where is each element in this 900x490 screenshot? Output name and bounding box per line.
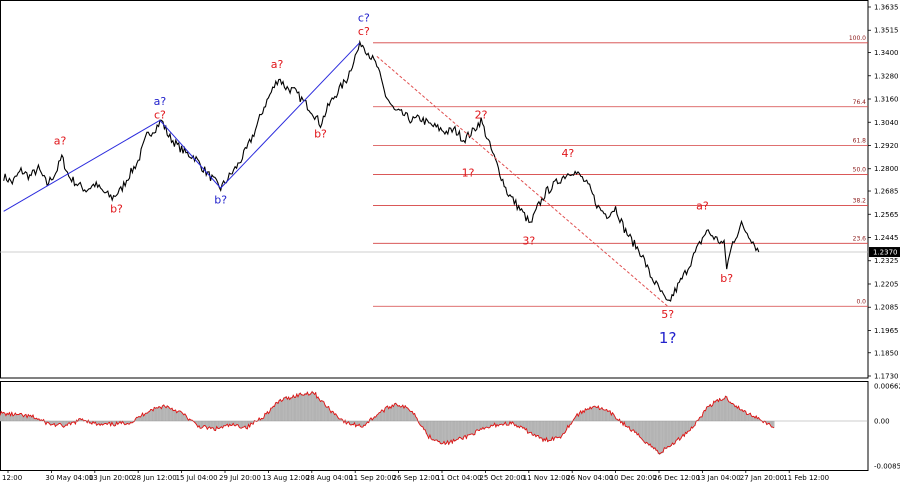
price-tick-6: 1.2920 [874, 142, 899, 150]
fib-label-5: 23.6 [853, 235, 867, 242]
time-tick-10: 11 Oct 04:00 [436, 474, 482, 482]
time-tick-12: 11 Nov 12:00 [523, 474, 570, 482]
wave-label-3: c? [154, 108, 166, 121]
wave-labels: a?b?a?c?b?a?b?c?c?2?1?3?4?5?1?a?b? [54, 12, 733, 348]
time-tick-9: 26 Sep 12:00 [393, 474, 440, 482]
time-tick-15: 26 Dec 12:00 [653, 474, 700, 482]
wave-label-14: 1? [659, 329, 677, 347]
price-tick-8: 1.2685 [874, 188, 899, 196]
time-tick-5: 29 Jul 20:00 [219, 474, 261, 482]
price-tick-5: 1.3040 [874, 119, 899, 127]
wave-label-11: 3? [522, 234, 535, 247]
price-axis: 1.3635 1.3515 1.3400 1.3280 1.3160 1.3040 1.29… [868, 4, 900, 381]
time-tick-7: 28 Aug 04:00 [306, 474, 353, 482]
wave-line-1 [159, 119, 222, 189]
chart-frame [0, 0, 869, 471]
price-tick-14: 1.1965 [874, 327, 899, 335]
price-tick-4: 1.3160 [874, 96, 899, 104]
osc-tick-1: 0.00 [874, 418, 890, 426]
price-tick-16: 1.1730 [874, 373, 899, 381]
wave-label-1: b? [110, 202, 123, 215]
osc-signal-line [0, 391, 775, 455]
wave-label-15: a? [696, 199, 709, 212]
price-tick-0: 1.3635 [874, 4, 899, 12]
wave-lines [3, 42, 669, 307]
wave-label-6: b? [314, 128, 327, 141]
price-tick-1: 1.3515 [874, 27, 899, 35]
time-tick-18: 11 Feb 12:00 [783, 474, 829, 482]
current-price-label: 1.2370 [873, 249, 898, 257]
price-tick-11: 1.2325 [874, 257, 899, 265]
wave-label-4: b? [214, 194, 227, 207]
time-tick-4: 15 Jul 04:00 [176, 474, 218, 482]
price-tick-12: 1.2205 [874, 280, 899, 288]
time-tick-8: 11 Sep 20:00 [349, 474, 396, 482]
fib-label-2: 61.8 [853, 137, 867, 144]
fib-label-3: 50.0 [853, 167, 867, 174]
wave-label-8: c? [358, 25, 370, 38]
wave-label-12: 4? [561, 147, 574, 160]
time-tick-2: 13 Jun 20:00 [89, 474, 133, 482]
osc-tick-0: 0.00662 [874, 383, 900, 391]
price-tick-9: 1.2565 [874, 211, 899, 219]
price-tick-13: 1.2085 [874, 304, 899, 312]
time-tick-11: 25 Oct 20:00 [479, 474, 525, 482]
osc-plot-border [0, 381, 869, 471]
time-tick-0: 12:00 [2, 474, 22, 482]
fib-label-6: 0.0 [856, 298, 866, 305]
wave-line-0 [3, 119, 161, 212]
time-tick-3: 28 Jun 12:00 [132, 474, 176, 482]
wave-label-5: a? [271, 58, 284, 71]
fibonacci-levels: 100.0 76.4 61.8 50.0 38.2 23.6 0.0 [373, 35, 868, 307]
time-tick-14: 10 Dec 20:00 [610, 474, 657, 482]
time-tick-1: 30 May 04:00 [45, 474, 93, 482]
price-tick-7: 1.2800 [874, 165, 899, 173]
price-series [3, 39, 760, 302]
price-tick-15: 1.1850 [874, 349, 899, 357]
wave-label-9: 2? [475, 108, 488, 121]
current-price-tag [869, 247, 900, 258]
time-tick-16: 13 Jan 04:00 [696, 474, 740, 482]
wave-label-13: 5? [661, 308, 674, 321]
wave-label-0: a? [54, 135, 67, 148]
fib-label-1: 76.4 [853, 99, 867, 106]
price-tick-3: 1.3280 [874, 72, 899, 80]
wave-line-2 [220, 42, 360, 189]
time-tick-13: 26 Nov 04:00 [566, 474, 613, 482]
wave-label-2: a? [154, 95, 167, 108]
time-tick-6: 13 Aug 12:00 [262, 474, 309, 482]
fib-label-0: 100.0 [849, 35, 866, 42]
wave-label-16: b? [720, 272, 733, 285]
main-plot-border [0, 0, 869, 379]
wave-label-7: c? [358, 12, 370, 25]
fib-label-4: 38.2 [853, 198, 867, 205]
price-tick-10: 1.2445 [874, 234, 899, 242]
wave-line-3 [376, 56, 669, 307]
price-tick-2: 1.3400 [874, 49, 899, 57]
wave-label-10: 1? [462, 166, 475, 179]
price-series-layer [3, 39, 760, 302]
time-tick-17: 27 Jan 20:00 [740, 474, 784, 482]
